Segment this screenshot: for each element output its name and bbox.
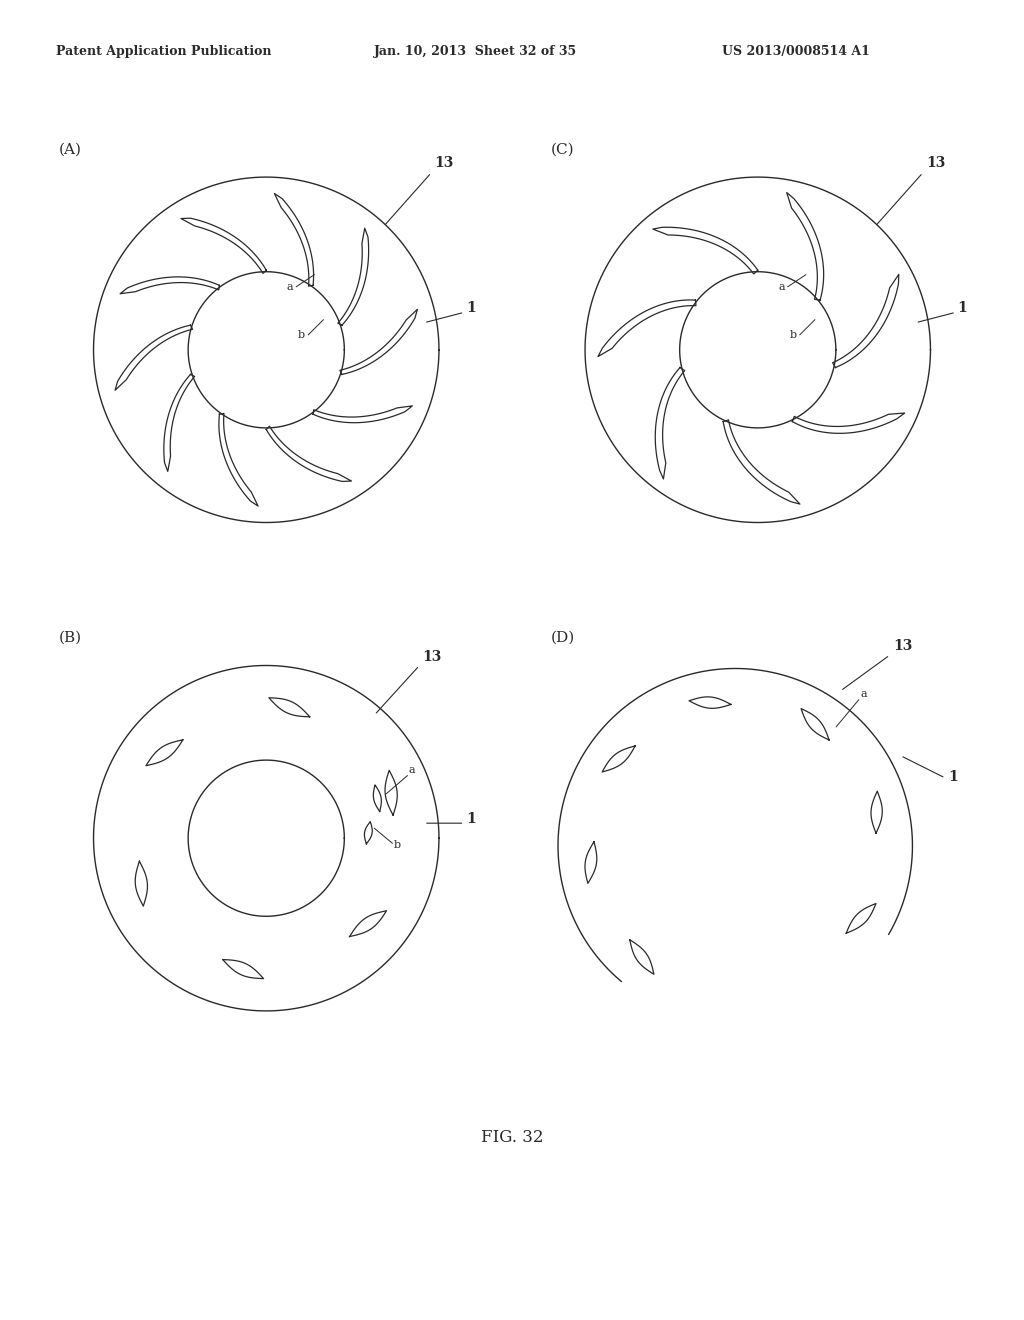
Text: a: a: [860, 689, 866, 698]
Text: 1: 1: [948, 770, 958, 784]
Text: 13: 13: [893, 639, 912, 653]
Text: US 2013/0008514 A1: US 2013/0008514 A1: [722, 45, 869, 58]
Text: (A): (A): [59, 143, 82, 157]
Text: (B): (B): [59, 631, 82, 645]
Text: b: b: [790, 330, 797, 339]
Text: a: a: [409, 764, 416, 775]
Text: 1: 1: [466, 812, 476, 826]
Text: 1: 1: [957, 301, 968, 315]
Text: 13: 13: [434, 156, 454, 169]
Text: b: b: [298, 330, 305, 339]
Text: Patent Application Publication: Patent Application Publication: [56, 45, 271, 58]
Text: (C): (C): [551, 143, 574, 157]
Text: 1: 1: [466, 301, 476, 315]
Text: 13: 13: [423, 649, 441, 664]
Text: FIG. 32: FIG. 32: [480, 1129, 544, 1146]
Text: a: a: [287, 281, 293, 292]
Text: (D): (D): [551, 631, 574, 645]
Text: 13: 13: [926, 156, 945, 169]
Text: a: a: [778, 281, 784, 292]
Text: b: b: [394, 840, 401, 850]
Text: Jan. 10, 2013  Sheet 32 of 35: Jan. 10, 2013 Sheet 32 of 35: [374, 45, 577, 58]
